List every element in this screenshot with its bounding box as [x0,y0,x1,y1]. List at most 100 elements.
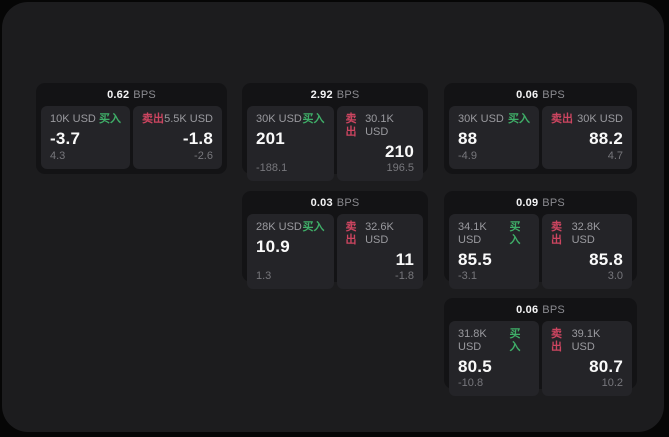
sell-panel[interactable]: 卖出 39.1K USD 80.7 10.2 [542,321,632,396]
sell-side-label: 卖出 [551,221,562,246]
buy-side-label: 买入 [508,113,530,125]
sell-side-label: 卖出 [551,113,573,125]
bps-unit-label: BPS [542,196,565,209]
buy-side-label: 买入 [509,328,521,353]
buy-panel[interactable]: 30K USD 买入 88 -4.9 [449,106,539,169]
buy-sell-panels: 28K USD 买入 10.9 1.3 卖出 32.6K USD 11 -1.8 [242,214,428,294]
sell-change: 4.7 [607,150,623,162]
sell-label-row: 卖出 30.1K USD [346,113,415,139]
buy-side-label: 买入 [99,113,121,125]
buy-label-row: 10K USD 买入 [50,113,121,126]
bps-unit-label: BPS [542,303,565,316]
buy-side-label: 买入 [509,221,521,246]
sell-amount: 32.8K USD [571,221,601,246]
quote-card: 0.06 BPS 30K USD 买入 88 -4.9 卖出 30K USD [444,83,637,174]
buy-label-row: 30K USD 买入 [256,113,325,126]
buy-side-label: 买入 [302,113,325,125]
buy-change: 4.3 [50,150,66,162]
bps-value: 0.03 [310,196,333,209]
buy-sell-panels: 30K USD 买入 88 -4.9 卖出 30K USD 88.2 4.7 [444,106,637,174]
bps-value: 0.09 [516,196,539,209]
card-header: 0.62 BPS [36,83,227,106]
card-header: 0.06 BPS [444,298,637,321]
bps-value: 2.92 [310,88,333,101]
bps-value: 0.06 [516,303,539,316]
sell-label-row: 卖出 32.8K USD [551,221,623,247]
buy-sell-panels: 31.8K USD 买入 80.5 -10.8 卖出 39.1K USD 80.… [444,321,637,401]
bps-unit-label: BPS [336,196,360,209]
buy-change: -4.9 [458,150,477,162]
quote-card: 0.09 BPS 34.1K USD 买入 85.5 -3.1 卖出 32.8K… [444,191,637,289]
quote-card: 2.92 BPS 30K USD 买入 201 -188.1 卖出 30.1K … [242,83,428,181]
sell-amount: 30.1K USD [365,113,394,138]
card-header: 2.92 BPS [242,83,428,106]
buy-amount: 34.1K USD [458,221,487,246]
bps-value: 0.62 [107,88,130,101]
bps-value: 0.06 [516,88,539,101]
sell-side-label: 卖出 [142,113,164,125]
buy-price: 85.5 [458,250,492,269]
buy-panel[interactable]: 34.1K USD 买入 85.5 -3.1 [449,214,539,289]
buy-amount: 30K USD [256,113,302,125]
sell-price: 88.2 [589,129,623,148]
buy-sell-panels: 34.1K USD 买入 85.5 -3.1 卖出 32.8K USD 85.8… [444,214,637,294]
buy-price: 88 [458,129,478,148]
buy-panel[interactable]: 30K USD 买入 201 -188.1 [247,106,334,181]
card-header: 0.06 BPS [444,83,637,106]
buy-change: 1.3 [256,270,272,282]
buy-sell-panels: 30K USD 买入 201 -188.1 卖出 30.1K USD 210 1… [242,106,428,186]
buy-panel[interactable]: 31.8K USD 买入 80.5 -10.8 [449,321,539,396]
bps-unit-label: BPS [133,88,156,101]
quote-card: 0.62 BPS 10K USD 买入 -3.7 4.3 卖出 5.5K USD [36,83,227,174]
sell-side-label: 卖出 [345,221,357,246]
quotes-dashboard-panel: 0.62 BPS 10K USD 买入 -3.7 4.3 卖出 5.5K USD [2,2,664,432]
buy-amount: 28K USD [256,221,302,233]
sell-amount: 5.5K USD [164,113,213,125]
buy-amount: 10K USD [50,113,96,125]
sell-panel[interactable]: 卖出 32.6K USD 11 -1.8 [336,214,423,289]
sell-change: -1.8 [395,270,414,282]
buy-sell-panels: 10K USD 买入 -3.7 4.3 卖出 5.5K USD -1.8 -2.… [36,106,227,174]
sell-amount: 32.6K USD [365,221,394,246]
buy-price: -3.7 [50,129,81,148]
sell-change: 10.2 [601,377,623,389]
quote-card: 0.06 BPS 31.8K USD 买入 80.5 -10.8 卖出 39.1… [444,298,637,396]
sell-panel[interactable]: 卖出 32.8K USD 85.8 3.0 [542,214,632,289]
bps-unit-label: BPS [542,88,565,101]
buy-side-label: 买入 [302,221,325,233]
sell-label-row: 卖出 32.6K USD [346,221,415,247]
sell-change: -2.6 [194,150,213,162]
sell-label-row: 卖出 5.5K USD [142,113,213,126]
sell-price: -1.8 [182,129,213,148]
buy-label-row: 31.8K USD 买入 [458,328,530,354]
buy-panel[interactable]: 10K USD 买入 -3.7 4.3 [41,106,130,169]
buy-label-row: 28K USD 买入 [256,221,325,234]
sell-side-label: 卖出 [551,328,562,353]
sell-side-label: 卖出 [345,113,357,138]
buy-price: 80.5 [458,357,492,376]
buy-panel[interactable]: 28K USD 买入 10.9 1.3 [247,214,334,289]
buy-change: -10.8 [458,377,484,389]
sell-amount: 30K USD [577,113,623,125]
bps-unit-label: BPS [336,88,360,101]
card-header: 0.09 BPS [444,191,637,214]
sell-change: 196.5 [386,162,414,174]
sell-amount: 39.1K USD [571,328,601,353]
buy-price: 10.9 [256,237,290,256]
sell-panel[interactable]: 卖出 30K USD 88.2 4.7 [542,106,632,169]
sell-price: 11 [395,250,414,269]
quote-card: 0.03 BPS 28K USD 买入 10.9 1.3 卖出 32.6K US… [242,191,428,289]
sell-price: 80.7 [589,357,623,376]
sell-panel[interactable]: 卖出 30.1K USD 210 196.5 [336,106,423,181]
sell-panel[interactable]: 卖出 5.5K USD -1.8 -2.6 [133,106,222,169]
buy-amount: 31.8K USD [458,328,487,353]
sell-label-row: 卖出 39.1K USD [551,328,623,354]
sell-label-row: 卖出 30K USD [551,113,623,126]
buy-change: -188.1 [256,162,288,174]
buy-label-row: 34.1K USD 买入 [458,221,530,247]
buy-price: 201 [256,129,285,148]
sell-price: 210 [385,142,414,161]
buy-change: -3.1 [458,270,477,282]
sell-price: 85.8 [589,250,623,269]
